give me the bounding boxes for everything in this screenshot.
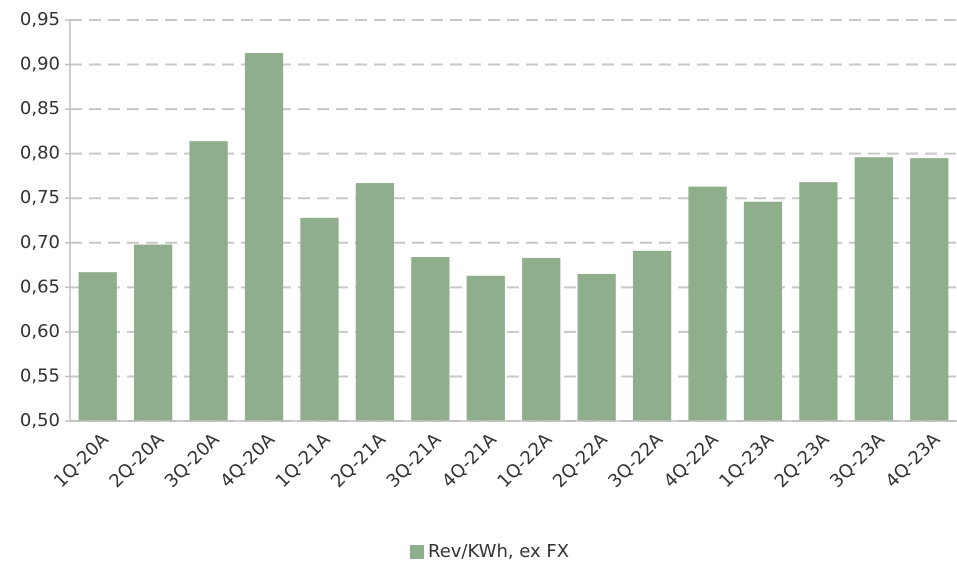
bar xyxy=(134,244,173,421)
bar xyxy=(522,257,561,421)
x-tick-label: 4Q-20A xyxy=(216,429,279,492)
y-tick-label: 0,90 xyxy=(20,54,60,75)
x-tick-label: 1Q-22A xyxy=(493,429,556,492)
legend-label: Rev/KWh, ex FX xyxy=(428,541,569,562)
bar xyxy=(632,250,672,421)
bar xyxy=(466,275,505,421)
x-tick-label: 3Q-20A xyxy=(161,429,224,492)
bar xyxy=(743,201,783,421)
y-tick-label: 0,95 xyxy=(20,9,60,30)
x-tick-label: 4Q-23A xyxy=(882,429,945,492)
bar xyxy=(799,182,838,421)
bar xyxy=(189,141,228,422)
y-tick-label: 0,75 xyxy=(20,187,60,208)
y-tick-label: 0,70 xyxy=(20,232,60,253)
x-tick-label: 2Q-23A xyxy=(771,429,834,492)
x-tick-label: 1Q-21A xyxy=(272,429,335,492)
bar xyxy=(300,217,339,421)
bar xyxy=(577,273,616,421)
bar xyxy=(355,183,395,421)
bar xyxy=(411,257,450,421)
x-tick-label: 1Q-20A xyxy=(50,429,113,492)
x-tick-label: 2Q-22A xyxy=(549,429,612,492)
x-tick-label: 2Q-20A xyxy=(105,429,168,492)
y-tick-label: 0,80 xyxy=(20,143,60,164)
y-tick-label: 0,50 xyxy=(20,410,60,431)
y-tick-label: 0,55 xyxy=(20,365,60,386)
x-tick-label: 4Q-22A xyxy=(660,429,723,492)
y-tick-label: 0,65 xyxy=(20,276,60,297)
x-tick-label: 1Q-23A xyxy=(715,429,778,492)
x-tick-label: 3Q-22A xyxy=(604,429,667,492)
legend-swatch xyxy=(410,545,424,559)
bar xyxy=(688,186,727,421)
bar xyxy=(910,158,949,421)
bar xyxy=(244,52,284,422)
x-tick-label: 2Q-21A xyxy=(327,429,390,492)
y-tick-label: 0,60 xyxy=(20,321,60,342)
x-tick-label: 3Q-21A xyxy=(383,429,446,492)
bar xyxy=(78,272,117,421)
x-tick-label: 4Q-21A xyxy=(438,429,501,492)
y-tick-label: 0,85 xyxy=(20,98,60,119)
x-tick-label: 3Q-23A xyxy=(826,429,889,492)
bar xyxy=(854,157,893,421)
